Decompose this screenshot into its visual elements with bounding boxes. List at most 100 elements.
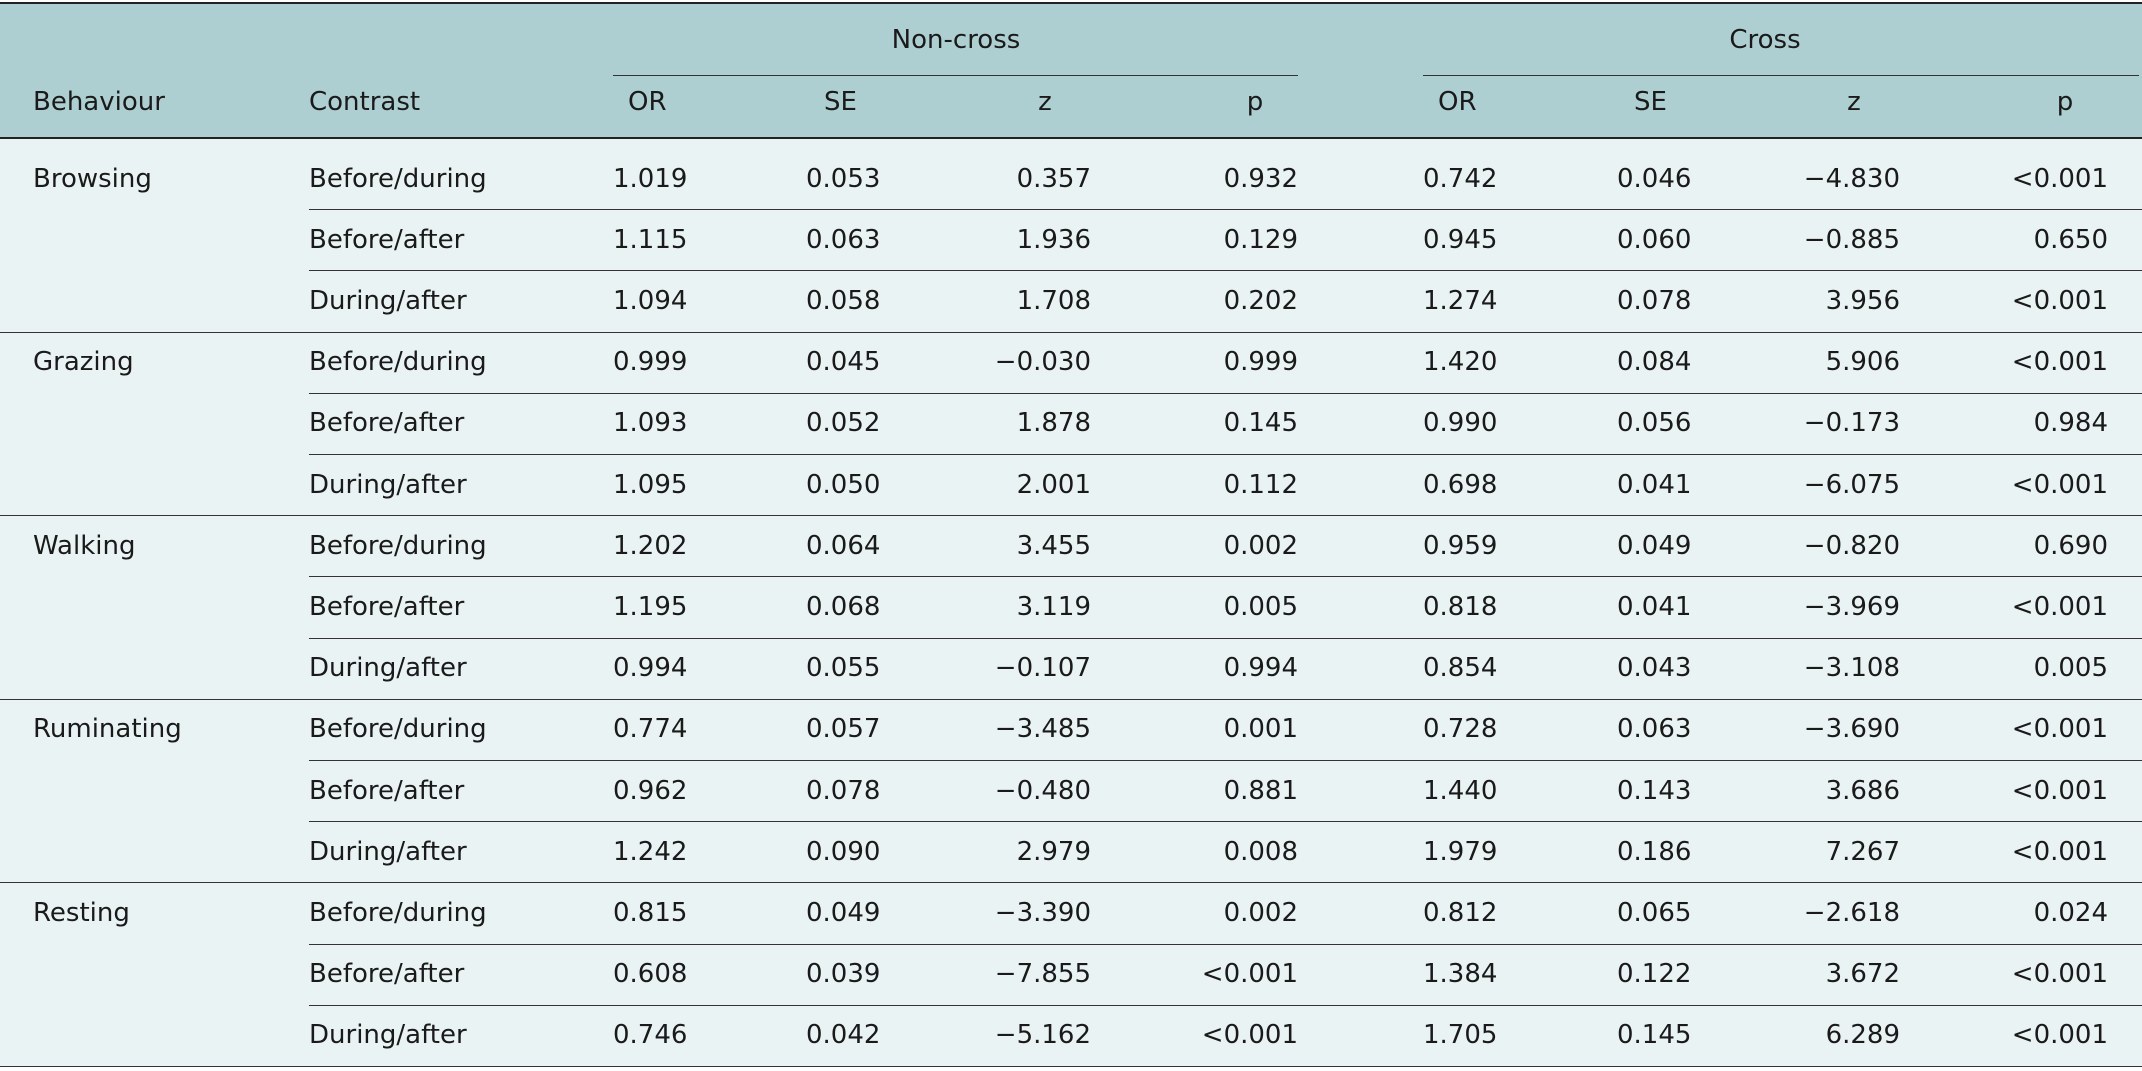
value-cell: <0.001: [2011, 836, 2108, 867]
value-cell: 0.065: [1617, 898, 1692, 928]
value-cell: 0.078: [806, 775, 881, 806]
value-cell: −3.108: [1803, 653, 1900, 684]
value-cell: 0.002: [1223, 898, 1298, 928]
group-header: Cross: [1729, 25, 1801, 55]
value-cell: 1.115: [613, 224, 688, 255]
value-cell: 0.060: [1617, 224, 1692, 255]
value-cell: <0.001: [2011, 714, 2108, 745]
value-cell: 1.384: [1423, 959, 1498, 990]
value-cell: 0.774: [613, 714, 688, 745]
column-header: SE: [824, 87, 857, 117]
value-cell: 0.690: [2033, 530, 2108, 561]
value-cell: 2.979: [1016, 836, 1091, 867]
value-cell: 3.119: [1016, 592, 1091, 622]
value-cell: <0.001: [2011, 347, 2108, 378]
value-cell: 0.046: [1617, 163, 1692, 194]
contrast-cell: Before/after: [309, 959, 465, 990]
value-cell: 0.049: [1617, 530, 1692, 561]
row-rule: [309, 209, 2142, 211]
behaviour-cell: Ruminating: [33, 714, 182, 745]
value-cell: 1.708: [1016, 286, 1091, 316]
value-cell: 0.122: [1617, 959, 1692, 990]
section-rule: [0, 331, 2142, 333]
contrast-cell: During/after: [309, 286, 467, 316]
value-cell: 0.990: [1423, 408, 1498, 439]
row-rule: [309, 637, 2142, 639]
row-rule: [309, 454, 2142, 455]
value-cell: 0.049: [806, 898, 881, 928]
top-rule: [0, 2, 2142, 4]
value-cell: 1.420: [1423, 347, 1498, 378]
header-background: [0, 3, 2142, 138]
column-header: Contrast: [309, 87, 421, 117]
value-cell: <0.001: [2011, 469, 2108, 500]
value-cell: 0.056: [1617, 408, 1692, 439]
value-cell: −0.107: [994, 653, 1091, 684]
value-cell: 0.357: [1016, 163, 1091, 194]
contrast-cell: Before/after: [309, 408, 465, 439]
value-cell: 0.728: [1423, 714, 1498, 745]
value-cell: −3.690: [1803, 714, 1900, 745]
value-cell: 1.195: [613, 592, 688, 622]
value-cell: 0.058: [806, 286, 881, 316]
row-rule: [309, 1004, 2142, 1006]
value-cell: 0.053: [806, 163, 881, 194]
value-cell: <0.001: [2011, 286, 2108, 316]
value-cell: 3.455: [1016, 530, 1091, 561]
value-cell: 0.608: [613, 959, 688, 990]
value-cell: −4.830: [1803, 163, 1900, 194]
value-cell: 1.094: [613, 286, 688, 316]
value-cell: −5.162: [994, 1020, 1091, 1051]
value-cell: −3.969: [1803, 592, 1900, 622]
value-cell: 1.274: [1423, 286, 1498, 316]
value-cell: 0.742: [1423, 163, 1498, 194]
column-header: z: [1038, 87, 1052, 117]
row-rule: [309, 270, 2142, 272]
value-cell: 0.129: [1223, 224, 1298, 255]
group-underline: [1423, 75, 2139, 76]
value-cell: 0.063: [806, 224, 881, 255]
value-cell: 3.956: [1825, 286, 1900, 316]
value-cell: <0.001: [1201, 959, 1298, 990]
value-cell: 0.068: [806, 592, 881, 622]
value-cell: <0.001: [2011, 775, 2108, 806]
value-cell: 5.906: [1825, 347, 1900, 378]
value-cell: −0.885: [1803, 224, 1900, 255]
row-rule: [309, 392, 2142, 394]
value-cell: −2.618: [1803, 898, 1900, 928]
contrast-cell: During/after: [309, 1020, 467, 1051]
value-cell: 0.052: [806, 408, 881, 439]
value-cell: 1.093: [613, 408, 688, 439]
value-cell: 0.962: [613, 775, 688, 806]
section-rule: [0, 1066, 2142, 1067]
value-cell: 0.064: [806, 530, 881, 561]
contrast-cell: During/after: [309, 836, 467, 867]
column-header: z: [1847, 87, 1861, 117]
value-cell: 0.090: [806, 836, 881, 867]
value-cell: 1.440: [1423, 775, 1498, 806]
value-cell: 0.043: [1617, 653, 1692, 684]
value-cell: 0.746: [613, 1020, 688, 1051]
section-rule: [0, 698, 2142, 700]
value-cell: 0.084: [1617, 347, 1692, 378]
value-cell: <0.001: [1201, 1020, 1298, 1051]
value-cell: <0.001: [2011, 1020, 2108, 1051]
value-cell: 0.145: [1223, 408, 1298, 439]
behaviour-cell: Walking: [33, 530, 136, 561]
value-cell: <0.001: [2011, 592, 2108, 622]
value-cell: 0.945: [1423, 224, 1498, 255]
value-cell: −0.820: [1803, 530, 1900, 561]
value-cell: 0.812: [1423, 898, 1498, 928]
value-cell: 1.936: [1016, 224, 1091, 255]
value-cell: 0.999: [1223, 347, 1298, 378]
value-cell: 0.039: [806, 959, 881, 990]
value-cell: 1.019: [613, 163, 688, 194]
value-cell: 0.984: [2033, 408, 2108, 439]
behaviour-cell: Grazing: [33, 347, 134, 378]
value-cell: 3.686: [1825, 775, 1900, 806]
column-header: p: [2056, 87, 2074, 117]
column-header: SE: [1634, 87, 1667, 117]
value-cell: 6.289: [1825, 1020, 1900, 1051]
header-rule: [0, 137, 2142, 139]
